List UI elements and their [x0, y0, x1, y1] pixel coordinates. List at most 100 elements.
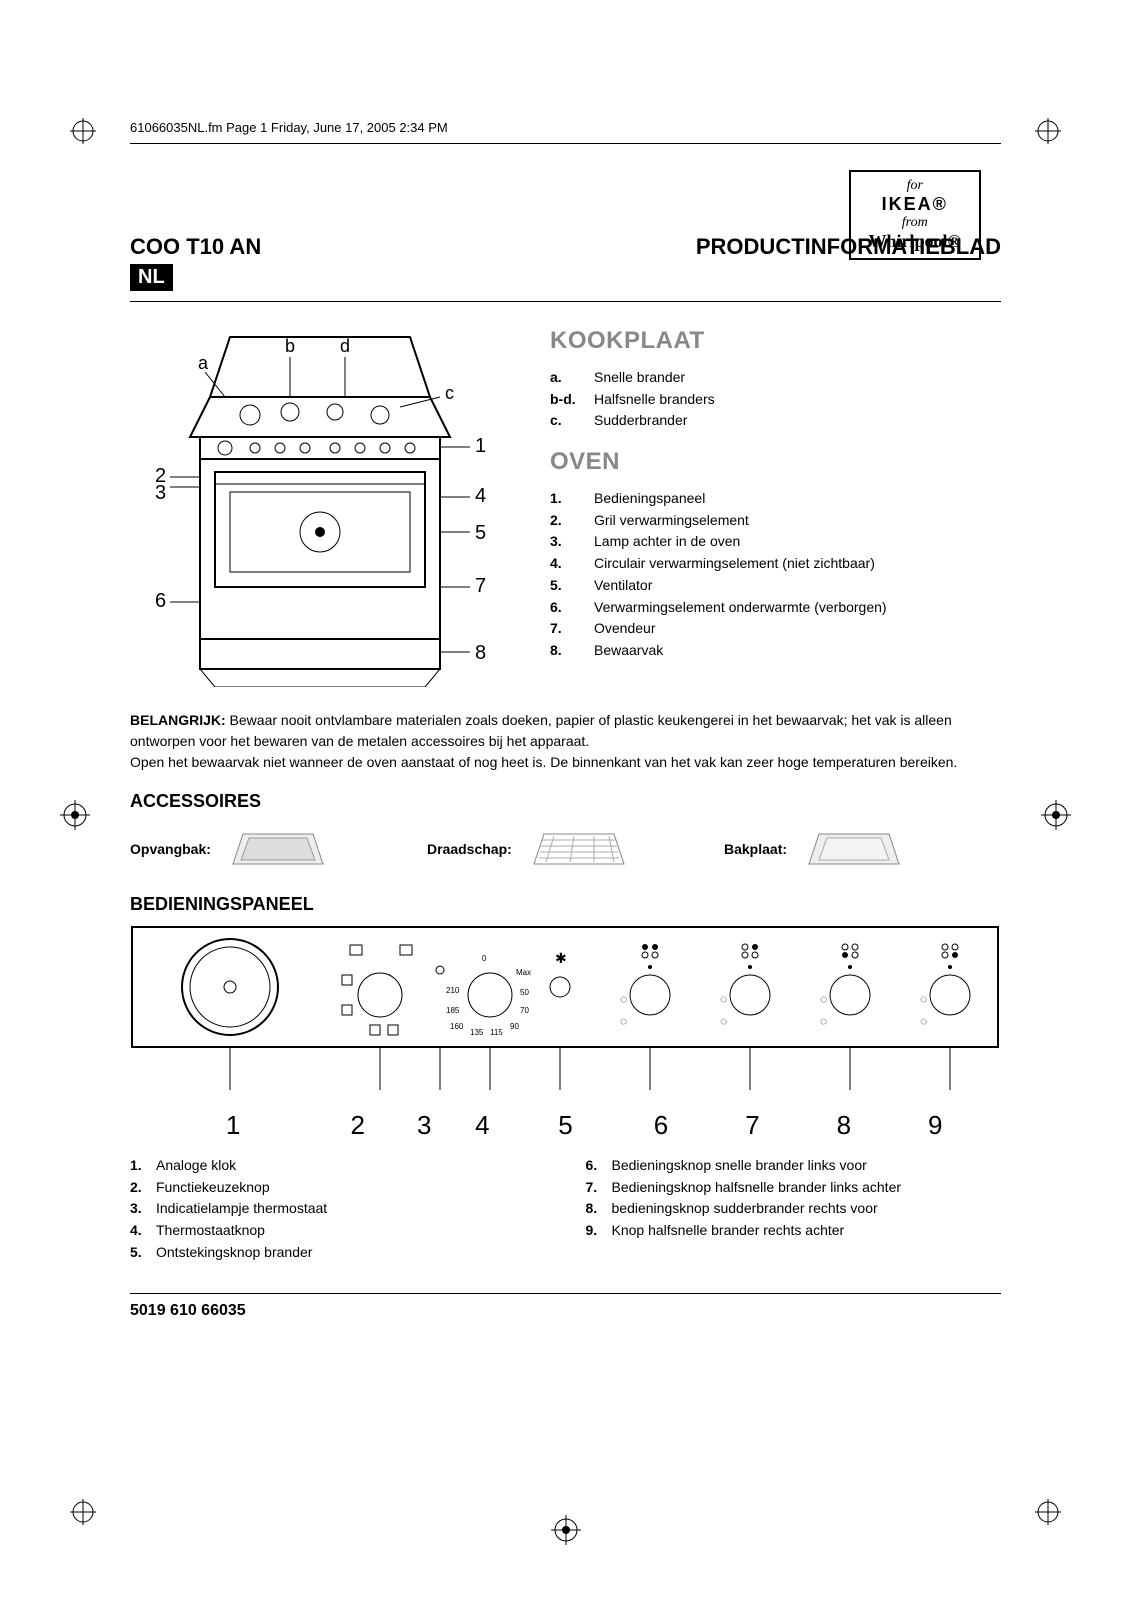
model-block: COO T10 AN NL — [130, 234, 261, 291]
reg-mark-bl — [70, 1499, 96, 1530]
svg-text:◌: ◌ — [620, 1014, 627, 1028]
reg-mark-tl — [70, 118, 96, 149]
reg-mark-bc — [551, 1515, 581, 1550]
brand-for: for — [869, 178, 961, 194]
svg-text:b: b — [285, 336, 295, 356]
brand-box: for IKEA® from Whirlpool® — [849, 170, 981, 260]
list-val: Bewaarvak — [594, 640, 663, 662]
list-key: 1. — [550, 488, 594, 510]
reg-mark-mr — [1041, 800, 1071, 835]
svg-text:1: 1 — [475, 435, 486, 457]
list-val: Knop halfsnelle brander rechts achter — [612, 1220, 845, 1242]
footer-rule — [130, 1293, 1001, 1294]
section-title-panel: BEDIENINGSPANEEL — [130, 894, 1001, 915]
svg-text:135: 135 — [470, 1028, 484, 1037]
list-key: 2. — [550, 510, 594, 532]
svg-text:◌: ◌ — [920, 992, 927, 1006]
accessories-row: Opvangbak: Draadschap: Bakplaat: — [130, 824, 1001, 874]
svg-text:a: a — [198, 353, 209, 373]
list-val: bedieningsknop sudderbrander rechts voor — [612, 1198, 878, 1220]
svg-text:4: 4 — [475, 485, 486, 507]
svg-text:50: 50 — [520, 988, 529, 997]
reg-mark-br — [1035, 1499, 1061, 1530]
svg-text:5: 5 — [475, 522, 486, 544]
panel-number-row: 1 2 3 4 5 6 7 8 9 — [130, 1110, 1001, 1141]
panel-number: 4 — [449, 1110, 515, 1141]
panel-number: 6 — [615, 1110, 706, 1141]
list-key: 6. — [550, 597, 594, 619]
list-val: Bedieningspaneel — [594, 488, 705, 510]
list-val: Gril verwarmingselement — [594, 510, 749, 532]
svg-text:Max: Max — [516, 968, 531, 977]
accessory-label: Opvangbak: — [130, 841, 211, 857]
control-panel-diagram: 0 Max 50 70 90 115 135 160 185 210 ✱ ◌ ◌ — [130, 925, 1001, 1100]
important-note: BELANGRIJK: Bewaar nooit ontvlambare mat… — [130, 710, 1001, 773]
brand-ikea: IKEA® — [869, 194, 961, 215]
list-val: Halfsnelle branders — [594, 389, 715, 411]
list-key: 8. — [550, 640, 594, 662]
list-key: 9. — [586, 1220, 612, 1242]
title-rule — [130, 301, 1001, 302]
svg-text:d: d — [340, 336, 350, 356]
svg-text:185: 185 — [446, 1006, 460, 1015]
list-val: Thermostaatknop — [156, 1220, 265, 1242]
svg-text:0: 0 — [482, 954, 487, 963]
wire-shelf-icon — [524, 824, 634, 874]
list-val: Ontstekingsknop brander — [156, 1242, 312, 1264]
svg-text:◌: ◌ — [920, 1014, 927, 1028]
important-label: BELANGRIJK: — [130, 712, 226, 728]
list-val: Indicatielampje thermostaat — [156, 1198, 327, 1220]
svg-text:7: 7 — [475, 575, 486, 597]
panel-number: 1 — [150, 1110, 316, 1141]
list-val: Lamp achter in de oven — [594, 531, 740, 553]
list-val: Ovendeur — [594, 618, 655, 640]
kookplaat-list: a.Snelle brander b-d.Halfsnelle branders… — [550, 367, 1001, 432]
panel-number: 2 — [316, 1110, 399, 1141]
accessory-label: Draadschap: — [427, 841, 512, 857]
oven-diagram: a b d c 1 2 3 4 5 6 7 8 — [130, 327, 510, 692]
svg-text:210: 210 — [446, 986, 460, 995]
section-title-accessoires: ACCESSOIRES — [130, 791, 1001, 812]
panel-list-left: 1.Analoge klok 2.Functiekeuzeknop 3.Indi… — [130, 1155, 546, 1263]
panel-number: 3 — [399, 1110, 449, 1141]
drip-tray-icon — [223, 824, 333, 874]
list-key: 1. — [130, 1155, 156, 1177]
list-val: Analoge klok — [156, 1155, 236, 1177]
svg-text:c: c — [445, 383, 454, 403]
list-val: Functiekeuzeknop — [156, 1177, 270, 1199]
accessory-label: Bakplaat: — [724, 841, 787, 857]
oven-list: 1.Bedieningspaneel 2.Gril verwarmingsele… — [550, 488, 1001, 662]
section-title-oven: OVEN — [550, 448, 1001, 476]
brand-whirlpool: Whirlpool® — [869, 231, 961, 252]
list-key: 3. — [550, 531, 594, 553]
header-rule — [130, 143, 1001, 144]
svg-text:◌: ◌ — [820, 992, 827, 1006]
list-key: 3. — [130, 1198, 156, 1220]
svg-text:8: 8 — [475, 642, 486, 664]
list-key: c. — [550, 410, 594, 432]
list-val: Bedieningsknop snelle brander links voor — [612, 1155, 867, 1177]
reg-mark-ml — [60, 800, 90, 835]
list-key: 5. — [130, 1242, 156, 1264]
panel-number: 9 — [890, 1110, 981, 1141]
important-text-1: Bewaar nooit ontvlambare materialen zoal… — [130, 712, 952, 749]
baking-tray-icon — [799, 824, 909, 874]
list-key: 8. — [586, 1198, 612, 1220]
panel-number: 5 — [516, 1110, 616, 1141]
svg-text:✱: ✱ — [555, 950, 567, 966]
footer-code: 5019 610 66035 — [130, 1302, 1001, 1320]
svg-text:6: 6 — [155, 590, 166, 612]
svg-text:115: 115 — [490, 1028, 503, 1037]
list-key: 4. — [130, 1220, 156, 1242]
important-text-2: Open het bewaarvak niet wanneer de oven … — [130, 754, 957, 770]
brand-from: from — [869, 215, 961, 231]
list-key: 5. — [550, 575, 594, 597]
svg-text:◌: ◌ — [820, 1014, 827, 1028]
list-key: 4. — [550, 553, 594, 575]
svg-text:◌: ◌ — [620, 992, 627, 1006]
list-key: b-d. — [550, 389, 594, 411]
svg-text:3: 3 — [155, 482, 166, 504]
list-key: 6. — [586, 1155, 612, 1177]
section-title-kookplaat: KOOKPLAAT — [550, 327, 1001, 355]
panel-list-right: 6.Bedieningsknop snelle brander links vo… — [586, 1155, 1002, 1263]
